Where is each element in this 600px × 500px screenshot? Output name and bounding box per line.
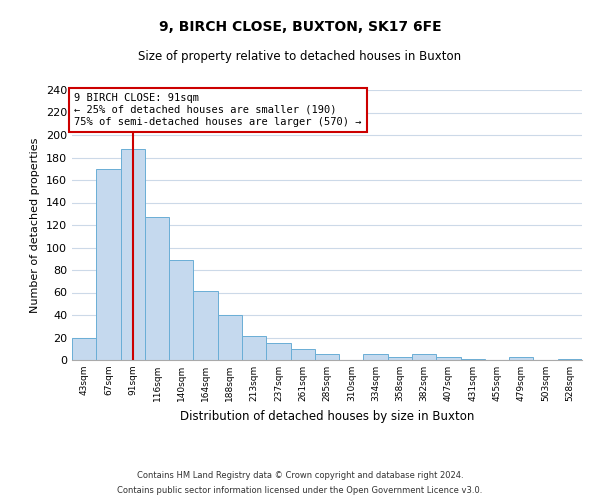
Bar [96, 169, 121, 360]
Bar [218, 315, 242, 360]
Text: 9, BIRCH CLOSE, BUXTON, SK17 6FE: 9, BIRCH CLOSE, BUXTON, SK17 6FE [158, 20, 442, 34]
Text: Contains public sector information licensed under the Open Government Licence v3: Contains public sector information licen… [118, 486, 482, 495]
Bar [461, 359, 485, 360]
Bar [169, 260, 193, 360]
Bar [193, 292, 218, 360]
Text: Contains HM Land Registry data © Crown copyright and database right 2024.: Contains HM Land Registry data © Crown c… [137, 471, 463, 480]
Bar [266, 343, 290, 360]
Bar [436, 356, 461, 360]
Bar [388, 356, 412, 360]
X-axis label: Distribution of detached houses by size in Buxton: Distribution of detached houses by size … [180, 410, 474, 422]
Bar [145, 217, 169, 360]
Bar [242, 336, 266, 360]
Text: 9 BIRCH CLOSE: 91sqm
← 25% of detached houses are smaller (190)
75% of semi-deta: 9 BIRCH CLOSE: 91sqm ← 25% of detached h… [74, 94, 362, 126]
Bar [364, 354, 388, 360]
Bar [72, 338, 96, 360]
Bar [290, 349, 315, 360]
Bar [121, 148, 145, 360]
Bar [412, 354, 436, 360]
Bar [509, 356, 533, 360]
Text: Size of property relative to detached houses in Buxton: Size of property relative to detached ho… [139, 50, 461, 63]
Bar [315, 354, 339, 360]
Bar [558, 359, 582, 360]
Y-axis label: Number of detached properties: Number of detached properties [31, 138, 40, 312]
